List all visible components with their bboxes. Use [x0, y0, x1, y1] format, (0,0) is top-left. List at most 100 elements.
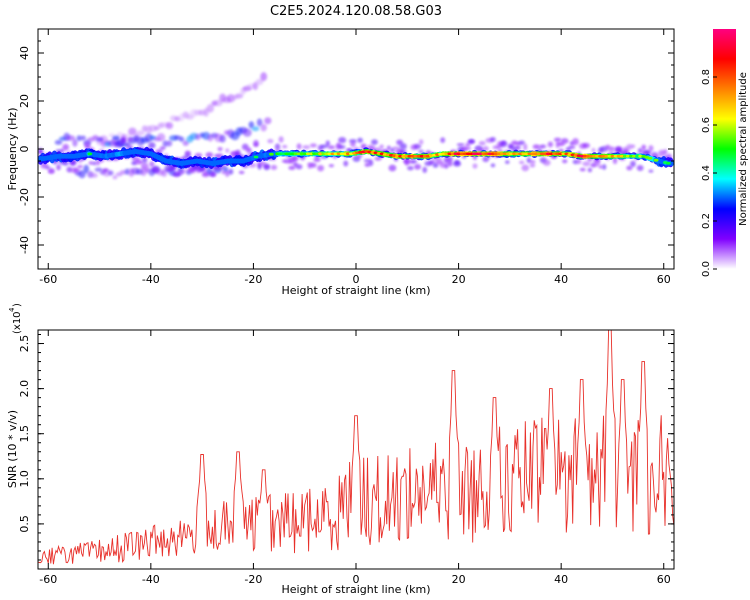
halo-blob: [560, 138, 569, 144]
colorbar-fill: [713, 29, 736, 269]
halo-blob: [456, 143, 465, 147]
halo-blob: [418, 139, 424, 145]
secondary-band-blob: [214, 99, 223, 107]
secondary-band-blob: [95, 137, 104, 142]
halo-blob: [663, 149, 668, 155]
halo-blob: [92, 161, 97, 166]
halo-blob: [138, 160, 144, 165]
halo-blob: [447, 160, 453, 167]
halo-blob: [521, 164, 530, 172]
secondary-band-blob: [260, 72, 268, 82]
halo-blob: [641, 144, 647, 151]
halo-blob: [127, 137, 134, 142]
secondary-band-blob: [136, 130, 145, 136]
secondary-band-blob: [234, 93, 244, 99]
halo-blob: [205, 152, 214, 158]
halo-blob: [478, 140, 486, 146]
halo-blob: [72, 167, 80, 173]
secondary-band-blob: [76, 135, 82, 142]
halo-blob: [418, 149, 424, 154]
halo-blob: [648, 145, 654, 152]
halo-blob: [77, 164, 84, 169]
bot-xtick-label: 60: [657, 573, 671, 586]
halo-blob: [404, 158, 409, 166]
halo-blob: [490, 163, 496, 168]
halo-blob: [636, 164, 644, 172]
halo-blob: [60, 148, 65, 153]
halo-blob: [320, 144, 328, 149]
halo-blob: [38, 150, 44, 154]
bot-ytick-label: 0.5: [18, 515, 31, 533]
bot-xtick-label: 0: [353, 573, 360, 586]
halo-blob: [47, 169, 55, 174]
halo-blob: [410, 159, 418, 164]
top-ytick-label: 0: [18, 146, 31, 153]
halo-blob: [288, 165, 296, 171]
secondary-band-blob: [255, 78, 264, 86]
halo-blob: [327, 145, 336, 150]
halo-blob: [201, 172, 210, 178]
halo-blob: [482, 156, 490, 163]
halo-blob: [278, 136, 284, 143]
secondary-band-blob: [162, 140, 168, 147]
secondary-band-blob: [66, 135, 76, 141]
halo-blob: [177, 169, 185, 175]
secondary-band-blob: [195, 133, 201, 141]
band-core: [268, 152, 274, 156]
top-xtick-label: -60: [39, 273, 57, 286]
halo-blob: [547, 141, 554, 148]
halo-blob: [579, 167, 586, 172]
top-xtick-label: -40: [142, 273, 160, 286]
y-multiplier-exponent: 4: [8, 307, 16, 312]
halo-blob: [141, 156, 148, 164]
band-core: [647, 156, 653, 160]
top-ytick-label: -40: [18, 236, 31, 254]
secondary-band-blob: [108, 140, 116, 147]
chart-title: C2E5.2024.120.08.58.G03: [270, 4, 442, 19]
bot-ytick-label: 1.5: [18, 425, 31, 443]
halo-blob: [576, 158, 582, 165]
halo-blob: [313, 157, 321, 162]
secondary-band-blob: [148, 124, 157, 132]
bot-xtick-label: -40: [142, 573, 160, 586]
halo-blob: [543, 159, 551, 166]
halo-blob: [221, 170, 226, 175]
halo-blob: [88, 161, 93, 165]
halo-blob: [607, 146, 615, 152]
secondary-band-blob: [119, 170, 127, 175]
halo-blob: [295, 164, 303, 170]
top-xlabel: Height of straight line (km): [281, 284, 430, 297]
halo-blob: [464, 146, 472, 151]
halo-blob: [349, 139, 357, 144]
secondary-band-blob: [264, 117, 272, 125]
halo-blob: [357, 137, 363, 143]
halo-blob: [529, 163, 536, 168]
halo-blob: [140, 162, 149, 170]
secondary-band-blob: [94, 167, 103, 172]
halo-blob: [45, 165, 51, 170]
bot-ytick-label: 2.0: [18, 380, 31, 398]
halo-blob: [407, 165, 414, 171]
halo-blob: [246, 147, 252, 154]
secondary-band-blob: [219, 134, 226, 143]
halo-blob: [572, 138, 579, 146]
halo-blob: [159, 146, 166, 150]
halo-blob: [414, 163, 422, 170]
halo-blob: [465, 142, 471, 147]
secondary-band-blob: [128, 127, 137, 136]
bot-xtick-label: -60: [39, 573, 57, 586]
bot-xlabel: Height of straight line (km): [281, 583, 430, 596]
band-core: [665, 161, 671, 165]
secondary-band-blob: [54, 140, 63, 145]
top-xtick-label: 0: [353, 273, 360, 286]
halo-blob: [504, 160, 510, 165]
halo-blob: [518, 140, 525, 146]
secondary-band-blob: [165, 122, 174, 130]
halo-blob: [302, 145, 311, 150]
halo-blob: [296, 143, 302, 150]
halo-blob: [630, 144, 636, 149]
halo-blob: [602, 163, 607, 170]
band-core: [253, 155, 259, 159]
secondary-band-blob: [91, 172, 98, 178]
